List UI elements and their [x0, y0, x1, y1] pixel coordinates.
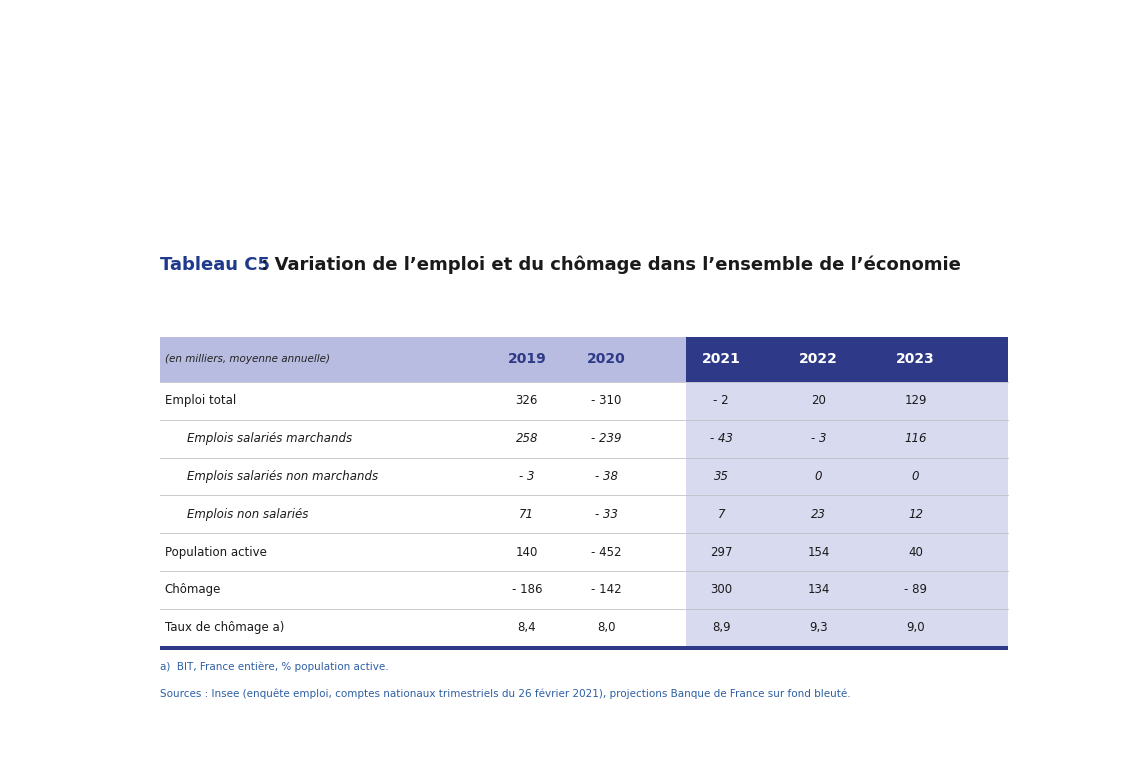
Text: (en milliers, moyenne annuelle): (en milliers, moyenne annuelle): [164, 354, 329, 364]
Text: : Variation de l’emploi et du chômage dans l’ensemble de l’économie: : Variation de l’emploi et du chômage da…: [254, 255, 961, 274]
Text: 9,3: 9,3: [809, 622, 828, 634]
Text: 2023: 2023: [896, 353, 935, 367]
Text: 8,9: 8,9: [711, 622, 731, 634]
Text: 0: 0: [815, 470, 822, 483]
Text: 129: 129: [904, 395, 927, 407]
Text: - 452: - 452: [591, 546, 621, 558]
Text: 2022: 2022: [799, 353, 838, 367]
Bar: [160, 571, 686, 609]
Bar: [160, 337, 686, 382]
Text: a)  BIT, France entière, % population active.: a) BIT, France entière, % population act…: [160, 661, 389, 672]
Text: 154: 154: [807, 546, 830, 558]
Text: - 239: - 239: [591, 432, 621, 445]
Bar: [686, 571, 1008, 609]
Text: Emploi total: Emploi total: [164, 395, 236, 407]
Text: 12: 12: [909, 508, 923, 521]
Text: Emplois salariés non marchands: Emplois salariés non marchands: [187, 470, 377, 483]
Text: Population active: Population active: [164, 546, 267, 558]
Bar: [160, 495, 686, 534]
Text: 0: 0: [912, 470, 919, 483]
Text: Emplois salariés marchands: Emplois salariés marchands: [187, 432, 352, 445]
Bar: [686, 420, 1008, 458]
Text: 20: 20: [811, 395, 825, 407]
Text: 7: 7: [717, 508, 725, 521]
Text: 8,0: 8,0: [597, 622, 616, 634]
Text: - 3: - 3: [519, 470, 535, 483]
Bar: [686, 609, 1008, 647]
Text: 258: 258: [515, 432, 538, 445]
Text: - 3: - 3: [811, 432, 826, 445]
Text: Emplois non salariés: Emplois non salariés: [187, 508, 308, 521]
Bar: [160, 420, 686, 458]
Bar: [686, 495, 1008, 534]
Text: - 2: - 2: [714, 395, 728, 407]
Bar: [686, 458, 1008, 495]
Bar: [160, 382, 686, 420]
Bar: [160, 534, 686, 571]
Text: 2020: 2020: [587, 353, 626, 367]
Text: - 38: - 38: [595, 470, 618, 483]
Text: 71: 71: [520, 508, 535, 521]
Text: - 142: - 142: [591, 583, 621, 597]
Text: 300: 300: [710, 583, 732, 597]
Text: 35: 35: [714, 470, 728, 483]
Bar: [686, 337, 1008, 382]
Bar: [160, 458, 686, 495]
Text: 2021: 2021: [702, 353, 741, 367]
Text: 8,4: 8,4: [518, 622, 536, 634]
Text: - 43: - 43: [710, 432, 733, 445]
Text: - 186: - 186: [512, 583, 543, 597]
Text: 140: 140: [515, 546, 538, 558]
Text: 134: 134: [807, 583, 830, 597]
Text: - 33: - 33: [595, 508, 618, 521]
Bar: [686, 534, 1008, 571]
Text: 2019: 2019: [507, 353, 546, 367]
Text: Taux de chômage a): Taux de chômage a): [164, 622, 284, 634]
Text: - 310: - 310: [592, 395, 621, 407]
Bar: [686, 382, 1008, 420]
Text: 116: 116: [904, 432, 927, 445]
Bar: [160, 609, 686, 647]
Text: 297: 297: [710, 546, 732, 558]
Text: 23: 23: [811, 508, 825, 521]
Text: 9,0: 9,0: [906, 622, 925, 634]
Text: 326: 326: [515, 395, 538, 407]
Text: Sources : Insee (enquête emploi, comptes nationaux trimestriels du 26 février 20: Sources : Insee (enquête emploi, comptes…: [160, 689, 850, 700]
Text: - 89: - 89: [904, 583, 927, 597]
Text: 40: 40: [909, 546, 923, 558]
Text: Tableau C5: Tableau C5: [160, 256, 270, 274]
Bar: [160, 646, 1008, 651]
Text: Chômage: Chômage: [164, 583, 221, 597]
